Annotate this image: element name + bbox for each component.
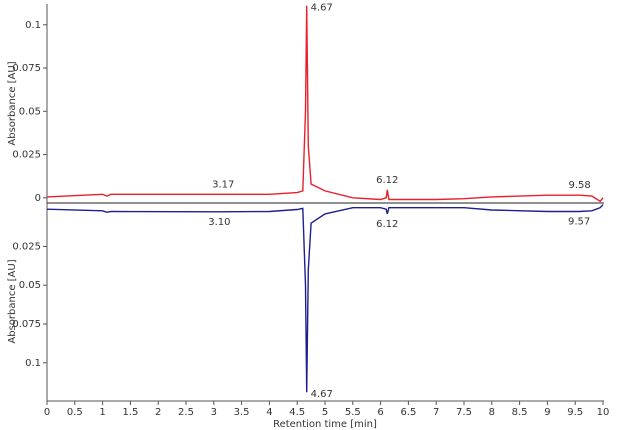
x-tick-label: 8.5 (512, 407, 528, 418)
x-tick-label: 8 (489, 407, 495, 418)
y-tick-label: 0.025 (12, 241, 41, 252)
y-tick-label: 0.05 (19, 106, 41, 117)
x-tick-label: 4.5 (289, 407, 305, 418)
y-tick-label: 0.1 (25, 20, 41, 31)
y-tick-label: 0.05 (19, 280, 41, 291)
x-tick-label: 7 (433, 407, 439, 418)
x-tick-label: 0 (44, 407, 50, 418)
peak-label: 6.12 (376, 219, 398, 230)
y-axis-label: Absorbance [AU] (7, 259, 18, 343)
peak-label: 3.17 (212, 179, 234, 190)
x-tick-label: 2.5 (178, 407, 194, 418)
x-tick-label: 9 (544, 407, 550, 418)
x-tick-label: 10 (597, 407, 610, 418)
peak-label: 9.57 (568, 217, 590, 228)
peak-label: 4.67 (311, 389, 333, 400)
x-tick-label: 5.5 (345, 407, 361, 418)
y-axis-label: Absorbance [AU] (7, 61, 18, 145)
y-tick-label: 0.1 (25, 358, 41, 369)
trace (46, 5, 604, 203)
peak-label: 3.10 (208, 217, 230, 228)
x-tick-label: 6.5 (400, 407, 416, 418)
peak-label: 9.58 (569, 180, 591, 191)
x-tick-label: 5 (322, 407, 328, 418)
trace (46, 204, 604, 393)
x-tick-label: 4 (266, 407, 272, 418)
x-tick-label: 1.5 (122, 407, 138, 418)
y-tick-label: 0.025 (12, 150, 41, 161)
x-tick-label: 6 (377, 407, 383, 418)
peak-label: 6.12 (376, 175, 398, 186)
y-tick-label: 0.075 (12, 63, 41, 74)
x-tick-label: 0.5 (67, 407, 83, 418)
y-tick-label: 0.075 (12, 319, 41, 330)
x-tick-label: 7.5 (456, 407, 472, 418)
x-tick-label: 3 (211, 407, 217, 418)
x-tick-label: 9.5 (567, 407, 583, 418)
x-axis-label: Retention time [min] (273, 419, 377, 430)
y-tick-label: 0 (35, 193, 41, 204)
x-tick-label: 1 (99, 407, 105, 418)
x-tick-label: 2 (155, 407, 161, 418)
x-tick-label: 3.5 (234, 407, 250, 418)
peak-label: 4.67 (311, 3, 333, 14)
